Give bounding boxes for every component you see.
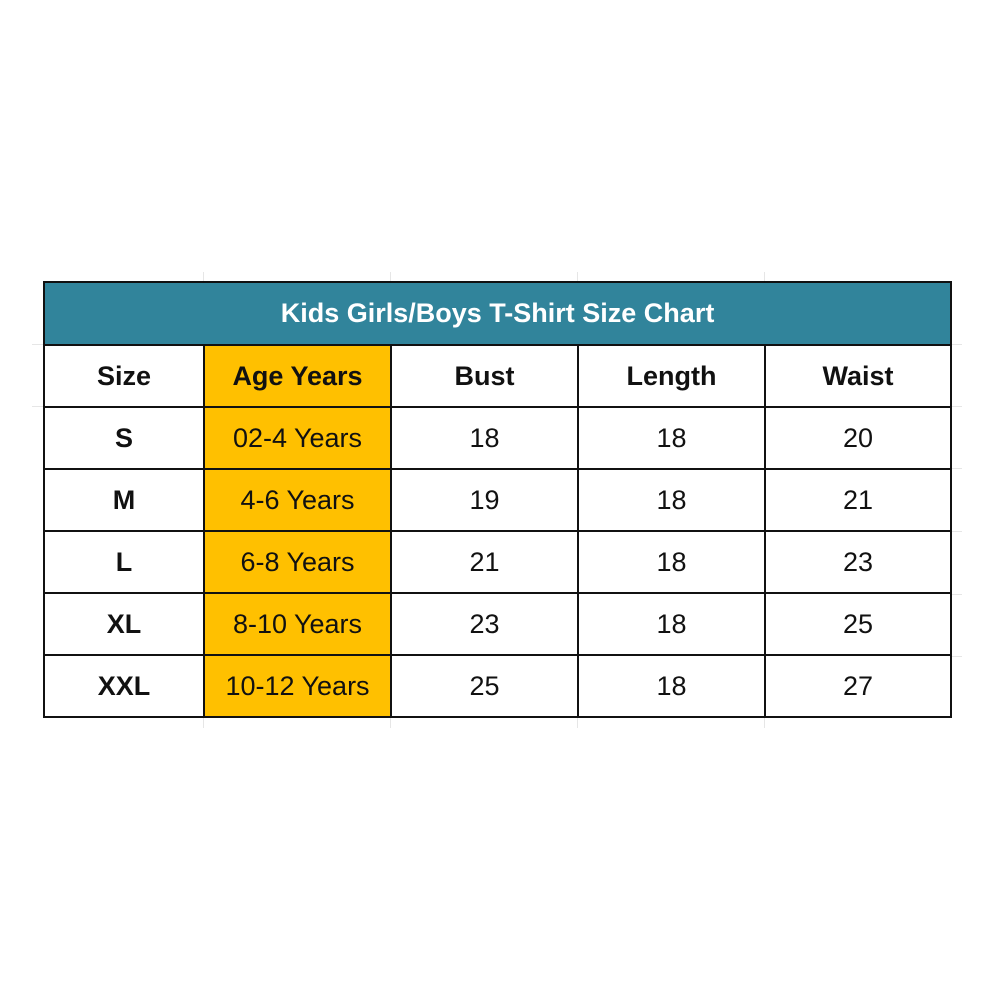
cell-size: XXL xyxy=(43,654,205,718)
cell-waist: 21 xyxy=(763,468,953,532)
header-age: Age Years xyxy=(203,344,392,408)
title-row: Kids Girls/Boys T-Shirt Size Chart xyxy=(42,281,953,346)
cell-size: L xyxy=(43,530,205,594)
size-chart-table: Kids Girls/Boys T-Shirt Size Chart Size … xyxy=(42,281,953,718)
cell-bust: 25 xyxy=(390,654,579,718)
cell-waist: 25 xyxy=(763,592,953,656)
cell-bust: 23 xyxy=(390,592,579,656)
cell-bust: 21 xyxy=(390,530,579,594)
gridline xyxy=(950,406,962,407)
table-row: M 4-6 Years 19 18 21 xyxy=(43,468,953,532)
table-title: Kids Girls/Boys T-Shirt Size Chart xyxy=(42,281,953,346)
table-row: XL 8-10 Years 23 18 25 xyxy=(43,592,953,656)
gridline xyxy=(764,272,765,282)
gridline xyxy=(32,406,43,407)
cell-waist: 27 xyxy=(763,654,953,718)
cell-age: 10-12 Years xyxy=(203,654,392,718)
cell-age: 4-6 Years xyxy=(203,468,392,532)
gridline xyxy=(950,344,962,345)
header-size: Size xyxy=(43,344,205,408)
cell-waist: 23 xyxy=(763,530,953,594)
table-row: XXL 10-12 Years 25 18 27 xyxy=(43,654,953,718)
cell-age: 02-4 Years xyxy=(203,406,392,470)
header-waist: Waist xyxy=(763,344,953,408)
table-row: S 02-4 Years 18 18 20 xyxy=(43,406,953,470)
gridline xyxy=(577,272,578,282)
cell-age: 6-8 Years xyxy=(203,530,392,594)
cell-size: S xyxy=(43,406,205,470)
gridline xyxy=(950,468,962,469)
gridline xyxy=(390,272,391,282)
header-length: Length xyxy=(577,344,766,408)
table-row: L 6-8 Years 21 18 23 xyxy=(43,530,953,594)
gridline xyxy=(32,344,43,345)
cell-bust: 18 xyxy=(390,406,579,470)
gridline xyxy=(203,718,204,728)
cell-length: 18 xyxy=(577,406,766,470)
gridline xyxy=(577,718,578,728)
cell-length: 18 xyxy=(577,654,766,718)
cell-size: XL xyxy=(43,592,205,656)
header-bust: Bust xyxy=(390,344,579,408)
gridline xyxy=(203,272,204,282)
cell-length: 18 xyxy=(577,468,766,532)
gridline xyxy=(950,531,962,532)
gridline xyxy=(390,718,391,728)
cell-size: M xyxy=(43,468,205,532)
cell-length: 18 xyxy=(577,530,766,594)
gridline xyxy=(950,656,962,657)
cell-bust: 19 xyxy=(390,468,579,532)
cell-age: 8-10 Years xyxy=(203,592,392,656)
gridline xyxy=(764,718,765,728)
gridline xyxy=(950,594,962,595)
cell-waist: 20 xyxy=(763,406,953,470)
cell-length: 18 xyxy=(577,592,766,656)
header-row: Size Age Years Bust Length Waist xyxy=(43,344,953,408)
